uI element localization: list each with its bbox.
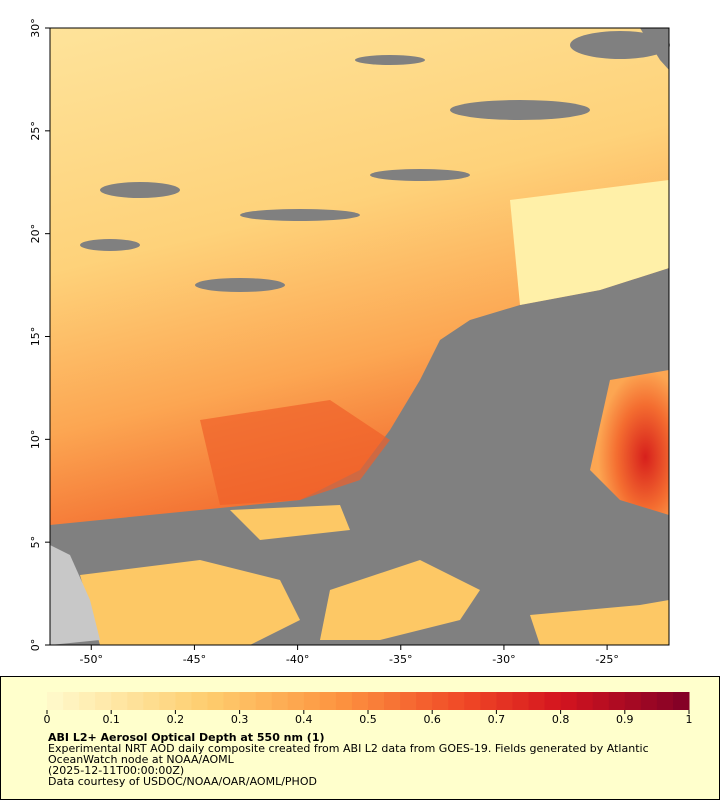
- aerosol-plume-dense: [200, 400, 390, 505]
- colorbar-tick-label: 0.5: [359, 713, 377, 726]
- colorbar-bin: [287, 692, 305, 710]
- colorbar-bin: [672, 692, 690, 710]
- colorbar-bin: [207, 692, 225, 710]
- colorbar-tick-label: 0: [44, 713, 51, 726]
- colorbar-bin: [95, 692, 112, 710]
- colorbar: 0 0.1 0.2 0.3 0.4 0.5 0.6 0.7 0.8 0.9 1: [44, 692, 693, 726]
- x-tick-label: -30°: [492, 653, 515, 666]
- colorbar-tick-label: 0.8: [552, 713, 570, 726]
- colorbar-bin: [496, 692, 513, 710]
- colorbar-tick-label: 0.7: [488, 713, 506, 726]
- colorbar-tick-label: 0.6: [423, 713, 441, 726]
- y-tick-label: 15°: [29, 327, 42, 347]
- colorbar-bin: [159, 692, 176, 710]
- aerosol-plume-east: [590, 370, 669, 515]
- colorbar-bin: [480, 692, 497, 710]
- colorbar-bin: [111, 692, 128, 710]
- colorbar-tick-label: 0.1: [102, 713, 120, 726]
- y-tick-label: 30°: [29, 18, 42, 38]
- colorbar-bin: [384, 692, 401, 710]
- colorbar-bin: [335, 692, 353, 710]
- colorbar-bin: [448, 692, 465, 710]
- colorbar-bin: [400, 692, 417, 710]
- colorbar-bin: [303, 692, 321, 710]
- colorbar-tick-label: 1: [686, 713, 693, 726]
- colorbar-tick-label: 0.3: [231, 713, 249, 726]
- colorbar-bin: [608, 692, 626, 710]
- land: [50, 545, 100, 645]
- colorbar-bin: [223, 692, 241, 710]
- colorbar-tick-label: 0.9: [616, 713, 634, 726]
- cloud-gaps: [80, 31, 670, 292]
- y-tick-label: 20°: [29, 224, 42, 244]
- colorbar-bin: [47, 692, 64, 710]
- colorbar-bin: [432, 692, 449, 710]
- colorbar-bin: [368, 692, 385, 710]
- x-tick-label: -40°: [286, 653, 309, 666]
- axes: -50° -45° -40° -35° -30° -25° 0° 5° 10° 15° 20° 25°…: [29, 18, 619, 666]
- colorbar-bin: [624, 692, 642, 710]
- caption-line: Data courtesy of USDOC/NOAA/OAR/AOML/PHO…: [48, 775, 317, 788]
- y-tick-label: 10°: [29, 430, 42, 450]
- colorbar-bin: [319, 692, 337, 710]
- colorbar-bin: [560, 692, 578, 710]
- colorbar-bin: [63, 692, 80, 710]
- colorbar-tick-label: 0.2: [167, 713, 185, 726]
- colorbar-bin: [576, 692, 594, 710]
- colorbar-bin: [512, 692, 529, 710]
- colorbar-bin: [191, 692, 208, 710]
- y-tick-label: 5°: [29, 536, 42, 549]
- colorbar-bin: [656, 692, 674, 710]
- colorbar-bin: [416, 692, 433, 710]
- colorbar-bin: [528, 692, 546, 710]
- southern-aerosol: [80, 505, 669, 645]
- colorbar-bin: [239, 692, 257, 710]
- colorbar-bin: [143, 692, 160, 710]
- aerosol-plume: [50, 28, 669, 525]
- aerosol-plume-light: [510, 180, 669, 305]
- colorbar-bin: [544, 692, 562, 710]
- colorbar-bin: [271, 692, 289, 710]
- colorbar-bin: [640, 692, 658, 710]
- colorbar-bin: [592, 692, 610, 710]
- map-image: [49, 27, 670, 646]
- legend-title: ABI L2+ Aerosol Optical Depth at 550 nm …: [48, 731, 325, 744]
- caption-line: OceanWatch node at NOAA/AOML: [48, 753, 235, 766]
- x-tick-label: -45°: [183, 653, 206, 666]
- x-tick-label: -50°: [80, 653, 103, 666]
- colorbar-bin: [464, 692, 481, 710]
- colorbar-bin: [127, 692, 144, 710]
- y-tick-label: 25°: [29, 121, 42, 141]
- x-tick-label: -25°: [595, 653, 618, 666]
- caption-line: (2025-12-11T00:00:00Z): [48, 764, 184, 777]
- colorbar-bin: [175, 692, 192, 710]
- colorbar-tick-label: 0.4: [295, 713, 313, 726]
- x-tick-label: -35°: [389, 653, 412, 666]
- colorbar-bin: [351, 692, 369, 710]
- caption-line: Experimental NRT AOD daily composite cre…: [48, 742, 649, 755]
- colorbar-bin: [255, 692, 273, 710]
- y-tick-label: 0°: [29, 639, 42, 652]
- colorbar-bin: [79, 692, 96, 710]
